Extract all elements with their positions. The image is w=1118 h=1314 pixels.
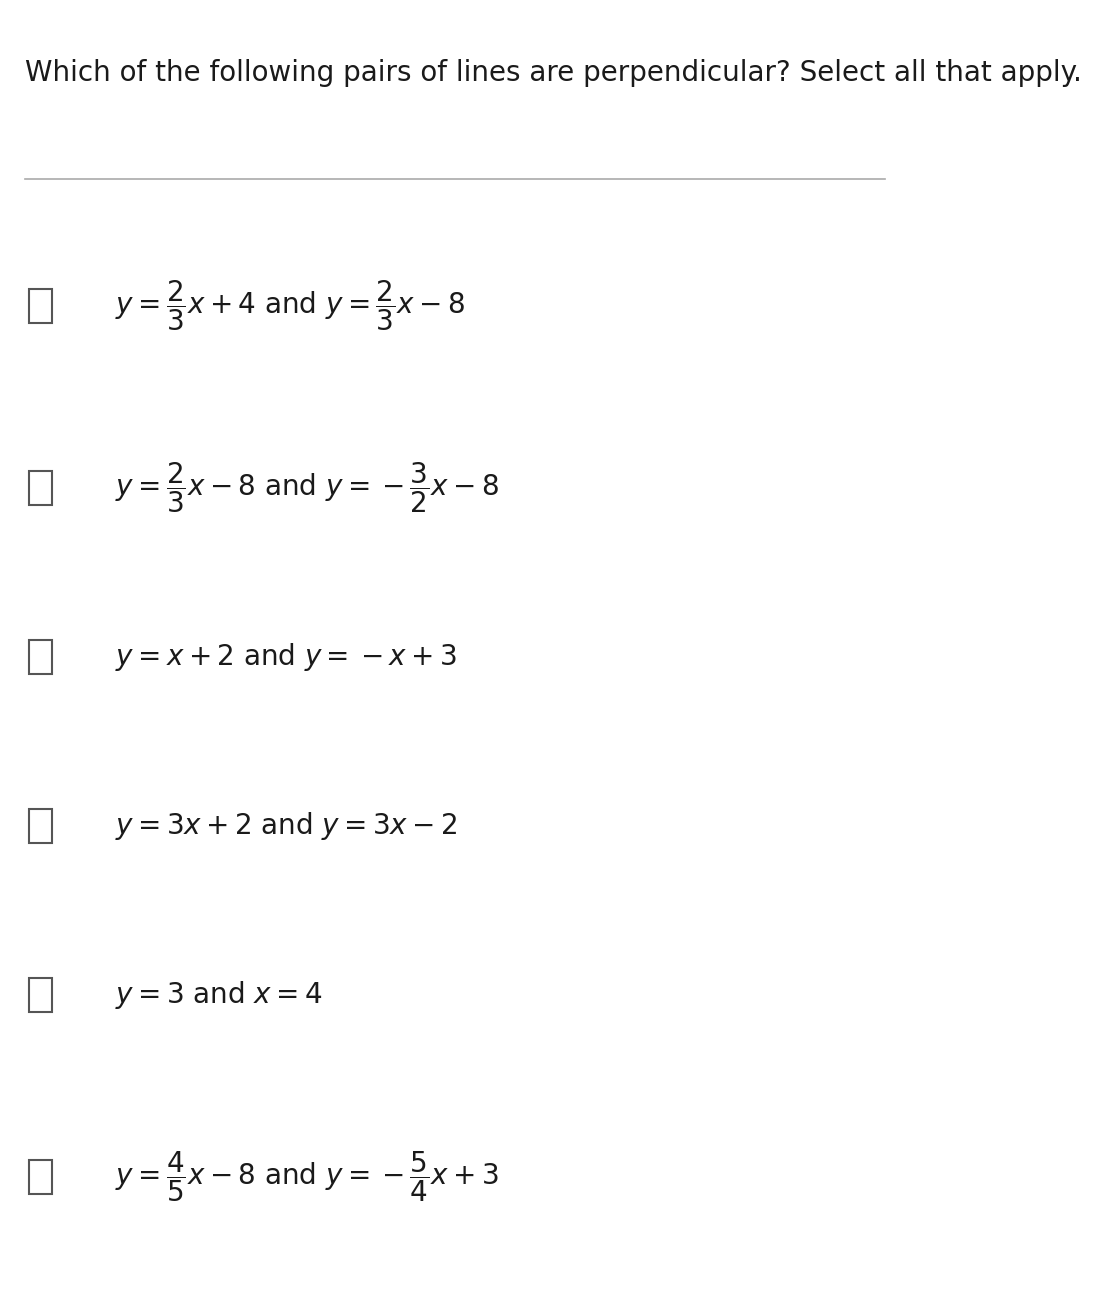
Bar (29, 809, 53, 842)
Bar (29, 979, 53, 1012)
Text: $y = 3$ and $x = 4$: $y = 3$ and $x = 4$ (114, 979, 322, 1010)
Text: $y = \dfrac{2}{3}x - 8$ and $y = -\dfrac{3}{2}x - 8$: $y = \dfrac{2}{3}x - 8$ and $y = -\dfrac… (114, 461, 499, 515)
Text: Which of the following pairs of lines are perpendicular? Select all that apply.: Which of the following pairs of lines ar… (25, 59, 1082, 87)
Text: $y = \dfrac{2}{3}x + 4$ and $y = \dfrac{2}{3}x - 8$: $y = \dfrac{2}{3}x + 4$ and $y = \dfrac{… (114, 279, 465, 334)
Text: $y = x + 2$ and $y = -x + 3$: $y = x + 2$ and $y = -x + 3$ (114, 641, 456, 673)
Bar (29, 472, 53, 505)
Bar (29, 289, 53, 322)
Text: $y = \dfrac{4}{5}x - 8$ and $y = -\dfrac{5}{4}x + 3$: $y = \dfrac{4}{5}x - 8$ and $y = -\dfrac… (114, 1150, 499, 1205)
Text: $y = 3x + 2$ and $y = 3x - 2$: $y = 3x + 2$ and $y = 3x - 2$ (114, 809, 457, 842)
Bar (29, 640, 53, 674)
Bar (29, 1160, 53, 1193)
